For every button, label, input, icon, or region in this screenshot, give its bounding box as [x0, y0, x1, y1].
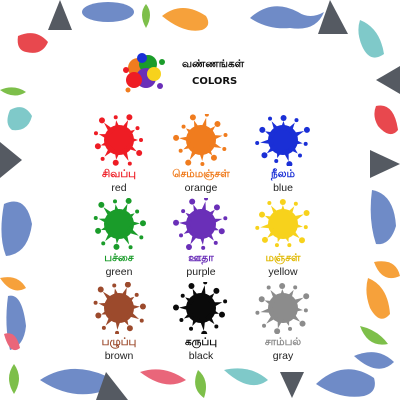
color-card-green: பச்சை green [78, 198, 160, 282]
orange-dino-icon [366, 278, 390, 319]
color-label-tamil: பச்சை [104, 252, 134, 264]
green-leaf-icon [0, 87, 26, 96]
red-splat-icon [93, 114, 143, 166]
black-splat-icon [173, 282, 228, 334]
teal-dino-icon [224, 368, 268, 386]
gray-volcano-icon [318, 0, 348, 34]
gray-volcano-icon [376, 66, 400, 94]
blue-splat-icon [255, 115, 310, 166]
teal-dino-icon [7, 107, 32, 131]
pink-dino-icon [140, 369, 186, 385]
leaf-icon [142, 4, 150, 28]
color-label-tamil: சாம்பல் [264, 336, 302, 348]
blue-dino-icon [316, 369, 375, 397]
color-grid: சிவப்பு red செம்மஞ்சள் orange நீலம் blue… [78, 114, 324, 364]
gray-volcano-icon [0, 142, 22, 178]
color-label-english: purple [186, 266, 216, 278]
blue-dino-icon [40, 368, 109, 395]
color-label-english: black [188, 350, 214, 362]
color-label-english: green [105, 266, 133, 278]
green-leaf-icon [360, 326, 388, 345]
color-label-tamil: கருப்பு [184, 336, 218, 348]
color-card-blue: நீலம் blue [242, 114, 324, 198]
pink-dino-icon [4, 333, 20, 351]
purple-splat-icon [173, 198, 228, 250]
blue-dino-icon [370, 190, 396, 245]
blue-dino-icon [1, 201, 32, 256]
page-header: வண்ணங்கள் COLORS [118, 46, 278, 102]
blue-dino-icon [354, 352, 394, 369]
green-leaf-icon [195, 370, 206, 398]
color-card-red: சிவப்பு red [78, 114, 160, 198]
gray-volcano-icon [48, 0, 72, 30]
title-tamil: வண்ணங்கள் [182, 58, 245, 70]
orange-leaf-icon [0, 277, 26, 291]
color-card-orange: செம்மஞ்சள் orange [160, 114, 242, 198]
color-label-tamil: செம்மஞ்சள் [172, 168, 230, 180]
color-label-tamil: பழுப்பு [101, 336, 137, 348]
gray-volcano-icon [96, 372, 128, 400]
color-label-english: yellow [268, 266, 298, 278]
orange-leaf-icon [374, 261, 400, 279]
red-dino-icon [374, 105, 398, 135]
orange-splat-icon [173, 114, 228, 166]
multicolor-splat-icon [123, 53, 165, 93]
orange-dino-icon [162, 8, 209, 31]
color-card-gray: சாம்பல் gray [242, 282, 324, 366]
gray-volcano-icon [280, 372, 304, 398]
color-card-yellow: மஞ்சள் yellow [242, 198, 324, 282]
color-label-english: gray [272, 350, 294, 362]
color-label-tamil: மஞ்சள் [265, 252, 301, 264]
color-card-purple: ஊதா purple [160, 198, 242, 282]
yellow-splat-icon [255, 199, 310, 248]
title-english: COLORS [192, 76, 238, 87]
color-label-tamil: நீலம் [271, 168, 295, 180]
gray-volcano-icon [370, 150, 400, 178]
color-label-tamil: சிவப்பு [102, 168, 136, 180]
color-label-tamil: ஊதா [188, 252, 214, 264]
green-leaf-icon [9, 364, 19, 394]
color-label-english: blue [273, 182, 293, 194]
blue-dino-icon [82, 2, 134, 22]
green-splat-icon [93, 198, 146, 250]
color-label-english: orange [184, 182, 218, 194]
color-card-black: கருப்பு black [160, 282, 242, 366]
red-dino-icon [17, 33, 48, 53]
teal-dino-icon [358, 20, 384, 58]
gray-splat-icon [255, 283, 310, 334]
blue-dino-icon [250, 6, 324, 29]
color-card-brown: பழுப்பு brown [78, 282, 160, 366]
brown-splat-icon [93, 282, 146, 334]
color-label-english: brown [104, 350, 134, 362]
color-label-english: red [111, 182, 127, 194]
